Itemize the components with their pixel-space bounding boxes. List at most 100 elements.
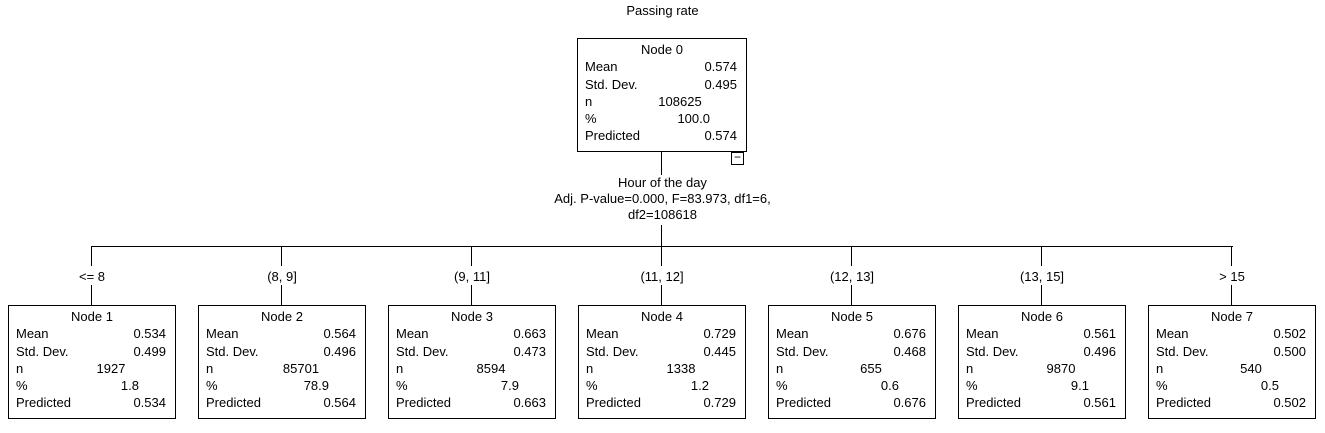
stat-percent: % 0.6: [769, 377, 935, 394]
branch-connector-upper: [91, 246, 92, 266]
node-6[interactable]: Node 6 Mean 0.561 Std. Dev. 0.496 n 9870% 9.1 Pr…: [958, 305, 1126, 419]
stat-value: 0.499: [133, 343, 166, 359]
branch-range-label: (9, 11]: [454, 269, 490, 284]
stat-std-dev: Std. Dev. 0.468: [769, 343, 935, 360]
stat-value: 0.534: [133, 395, 166, 411]
branch-range-label: (12, 13]: [829, 269, 875, 284]
stat-std-dev: Std. Dev. 0.499: [9, 343, 175, 360]
stat-value: 1.2: [690, 378, 709, 394]
branch-connector-lower: [281, 285, 282, 305]
stat-label: %: [396, 378, 408, 394]
stat-predicted: Predicted 0.663: [389, 394, 555, 411]
stat-value: 0.564: [323, 326, 356, 342]
stat-predicted: Predicted 0.574: [578, 127, 746, 144]
node-3[interactable]: Node 3 Mean 0.663 Std. Dev. 0.473 n 8594% 7.9 Pr…: [388, 305, 556, 419]
stat-label: Predicted: [16, 395, 71, 411]
stat-value: 1338: [666, 360, 696, 376]
stat-predicted: Predicted 0.676: [769, 394, 935, 411]
stat-mean: Mean 0.561: [959, 325, 1125, 342]
stat-label: Std. Dev.: [966, 343, 1019, 359]
stat-value: 0.574: [704, 128, 737, 144]
stat-n: n 1927: [9, 360, 175, 377]
stat-label: Std. Dev.: [16, 343, 69, 359]
node-4[interactable]: Node 4 Mean 0.729 Std. Dev. 0.445 n 1338% 1.2 Pr…: [578, 305, 746, 419]
node-1[interactable]: Node 1 Mean 0.534 Std. Dev. 0.499 n 1927% 1.8 Pr…: [8, 305, 176, 419]
node-7[interactable]: Node 7 Mean 0.502 Std. Dev. 0.500 n 540% 0.5 Pre…: [1148, 305, 1316, 419]
stat-predicted: Predicted 0.534: [9, 394, 175, 411]
node-5[interactable]: Node 5 Mean 0.676 Std. Dev. 0.468 n 655% 0.6 Pre…: [768, 305, 936, 419]
stat-value: 0.502: [1273, 395, 1306, 411]
stat-label: %: [16, 378, 28, 394]
node-title: Node 3: [451, 309, 493, 324]
stat-value: 1927: [96, 360, 126, 376]
branch-connector-lower: [1231, 285, 1232, 305]
stat-value: 0.564: [323, 395, 356, 411]
stat-label: Predicted: [1156, 395, 1211, 411]
stat-value: 9.1: [1070, 378, 1089, 394]
stat-value: 0.5: [1260, 378, 1279, 394]
stat-label: Std. Dev.: [396, 343, 449, 359]
split-connector: [661, 225, 662, 247]
stat-predicted: Predicted 0.502: [1149, 394, 1315, 411]
node-title: Node 1: [71, 309, 113, 324]
stat-percent: % 0.5: [1149, 377, 1315, 394]
stat-label: %: [966, 378, 978, 394]
root-connector: [661, 152, 662, 175]
stat-label: Std. Dev.: [1156, 343, 1209, 359]
stat-label: n: [776, 360, 784, 376]
stat-label: %: [776, 378, 788, 394]
split-stats-line-1: Adj. P-value=0.000, F=83.973, df1=6,: [554, 191, 771, 206]
stat-n: n 655: [769, 360, 935, 377]
stat-percent: % 9.1: [959, 377, 1125, 394]
branch-range-label: (13, 15]: [1019, 269, 1065, 284]
stat-value: 0.496: [1083, 343, 1116, 359]
stat-mean: Mean 0.729: [579, 325, 745, 342]
stat-value: 0.502: [1273, 326, 1306, 342]
branch-range-label: <= 8: [78, 269, 106, 284]
stat-value: 0.534: [133, 326, 166, 342]
stat-value: 0.445: [703, 343, 736, 359]
stat-predicted: Predicted 0.564: [199, 394, 365, 411]
stat-n: n 540: [1149, 360, 1315, 377]
branch-range-label: (8, 9]: [267, 269, 297, 284]
node-title: Node 7: [1211, 309, 1253, 324]
stat-value: 9870: [1046, 360, 1076, 376]
node-title: Node 0: [641, 42, 683, 57]
stat-predicted: Predicted 0.729: [579, 394, 745, 411]
tree-title: Passing rate: [626, 3, 699, 18]
stat-value: 0.676: [893, 395, 926, 411]
stat-percent: % 7.9: [389, 377, 555, 394]
stat-value: 0.495: [704, 76, 737, 92]
node-2[interactable]: Node 2 Mean 0.564 Std. Dev. 0.496 n 85701% 78.9…: [198, 305, 366, 419]
stat-value: 0.561: [1083, 326, 1116, 342]
node-title: Node 6: [1021, 309, 1063, 324]
stat-mean: Mean 0.502: [1149, 325, 1315, 342]
stat-mean: Mean 0.663: [389, 325, 555, 342]
stat-label: n: [396, 360, 404, 376]
stat-label: %: [585, 111, 597, 127]
stat-value: 78.9: [303, 378, 329, 394]
stat-label: n: [585, 93, 593, 109]
stat-std-dev: Std. Dev. 0.473: [389, 343, 555, 360]
stat-label: n: [1156, 360, 1164, 376]
stat-value: 0.574: [704, 59, 737, 75]
stat-std-dev: Std. Dev. 0.495: [578, 76, 746, 93]
stat-label: Predicted: [586, 395, 641, 411]
stat-label: Std. Dev.: [586, 343, 639, 359]
stat-label: %: [1156, 378, 1168, 394]
stat-label: Predicted: [966, 395, 1021, 411]
stat-label: Mean: [16, 326, 49, 342]
branch-connector-upper: [1041, 246, 1042, 266]
stat-label: n: [966, 360, 974, 376]
stat-label: Std. Dev.: [776, 343, 829, 359]
stat-label: n: [586, 360, 594, 376]
stat-percent: % 100.0: [578, 110, 746, 127]
stat-label: %: [586, 378, 598, 394]
split-label: Hour of the day Adj. P-value=0.000, F=83…: [440, 175, 885, 223]
collapse-icon[interactable]: −: [731, 151, 744, 165]
node-0[interactable]: Node 0 Mean 0.574 Std. Dev. 0.495 n 1086…: [577, 38, 747, 152]
stat-mean: Mean 0.534: [9, 325, 175, 342]
stat-label: n: [206, 360, 214, 376]
node-title: Node 5: [831, 309, 873, 324]
stat-value: 0.473: [513, 343, 546, 359]
